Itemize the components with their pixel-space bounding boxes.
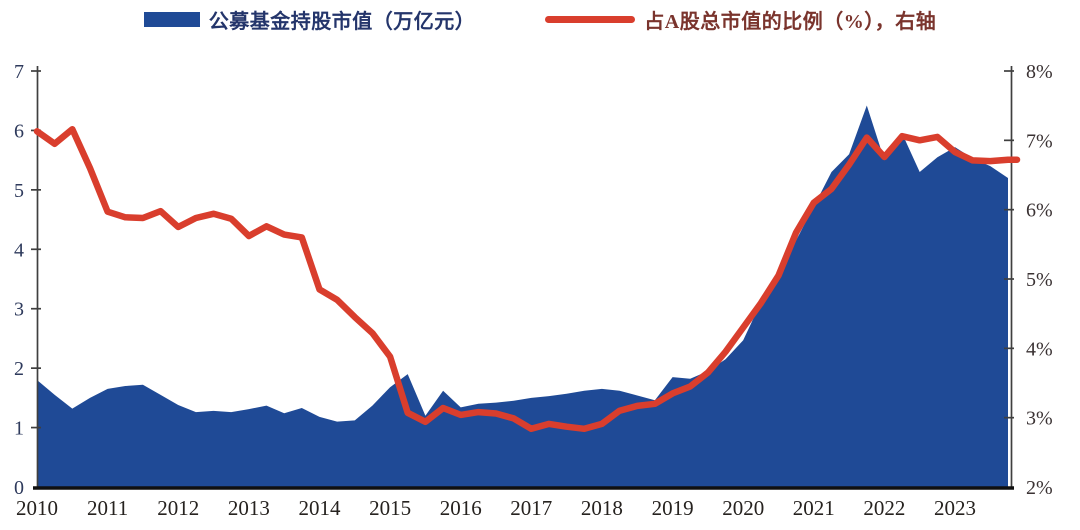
left-axis-tick-label: 1 — [14, 418, 24, 440]
line-swatch — [545, 16, 636, 23]
right-axis-tick-label: 2% — [1026, 477, 1053, 499]
legend-label-fund-value: 公募基金持股市值（万亿元） — [208, 11, 476, 33]
left-axis-tick-label: 0 — [14, 477, 24, 499]
legend-label-ratio: 占A股总市值的比例（%），右轴 — [644, 11, 937, 33]
x-axis-tick-label: 2010 — [16, 496, 58, 520]
x-axis-tick-label: 2021 — [793, 496, 835, 520]
right-axis-tick-label: 5% — [1026, 269, 1053, 291]
right-axis-tick-label: 6% — [1026, 200, 1053, 222]
x-axis-tick-label: 2018 — [581, 496, 623, 520]
right-axis-tick-label: 7% — [1026, 130, 1053, 152]
x-axis-tick-label: 2016 — [440, 496, 482, 520]
right-axis-tick-label: 8% — [1026, 61, 1053, 83]
x-axis-tick-label: 2022 — [863, 496, 905, 520]
chart-legend: 公募基金持股市值（万亿元） 占A股总市值的比例（%），右轴 — [0, 5, 1080, 34]
right-axis-tick-label: 4% — [1026, 338, 1053, 360]
ratio-line-series — [33, 125, 1021, 433]
area-swatch — [143, 12, 200, 27]
left-axis-tick-label: 7 — [14, 61, 24, 83]
x-axis-tick-label: 2014 — [299, 496, 342, 520]
left-axis-tick-label: 2 — [14, 358, 24, 380]
legend-item-ratio: 占A股总市值的比例（%），右轴 — [545, 5, 936, 34]
left-axis-tick-label: 4 — [14, 239, 24, 261]
fund-value-area-series — [37, 105, 1008, 487]
left-axis-tick-label: 5 — [14, 180, 24, 202]
right-axis-tick-label: 3% — [1026, 408, 1053, 430]
x-axis-tick-label: 2019 — [652, 496, 694, 520]
left-axis-tick-label: 6 — [14, 120, 24, 142]
legend-item-fund-value: 公募基金持股市值（万亿元） — [143, 5, 476, 34]
x-axis-tick-label: 2015 — [369, 496, 411, 520]
x-axis-tick-label: 2023 — [934, 496, 976, 520]
left-axis-tick-label: 3 — [14, 299, 24, 321]
x-axis-tick-label: 2012 — [157, 496, 199, 520]
x-axis-tick-label: 2017 — [510, 496, 552, 520]
x-axis-tick-label: 2011 — [87, 496, 128, 520]
x-axis-tick-label: 2020 — [722, 496, 764, 520]
x-axis-tick-label: 2013 — [228, 496, 270, 520]
